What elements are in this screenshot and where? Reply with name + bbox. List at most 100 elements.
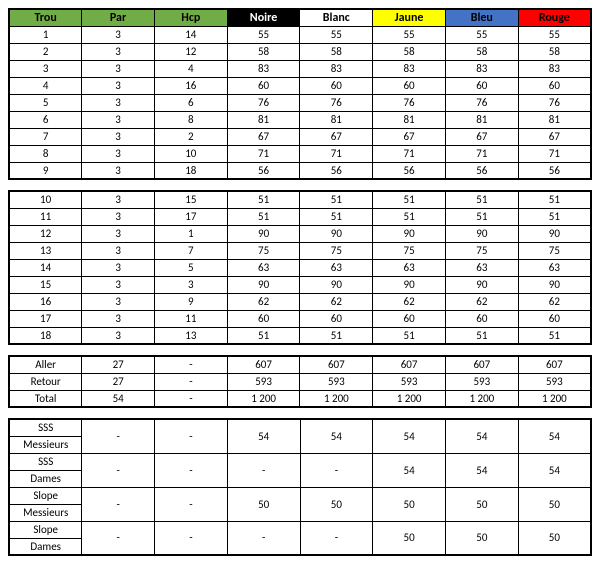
front-jaune: 81 xyxy=(373,111,446,128)
totals-jaune: 607 xyxy=(373,356,446,373)
rating-label-line2: Messieurs xyxy=(9,436,82,453)
back-par: 3 xyxy=(82,242,155,259)
front-blanc: 71 xyxy=(300,145,373,162)
back-rouge: 75 xyxy=(518,242,591,259)
back-hcp: 5 xyxy=(154,259,227,276)
totals-hcp: - xyxy=(155,373,228,390)
front-par: 3 xyxy=(82,60,155,77)
front-par: 3 xyxy=(82,26,155,43)
back-rouge: 60 xyxy=(518,310,591,327)
front-par: 3 xyxy=(82,77,155,94)
front-blanc: 58 xyxy=(300,43,373,60)
front-rouge: 76 xyxy=(518,94,591,111)
front-trou: 3 xyxy=(9,60,82,77)
front-jaune: 58 xyxy=(373,43,446,60)
back-jaune: 90 xyxy=(373,225,446,242)
front-jaune: 67 xyxy=(373,128,446,145)
rating-par: - xyxy=(82,487,155,521)
front-noire: 56 xyxy=(227,162,300,179)
totals-blanc: 1 200 xyxy=(300,390,373,407)
totals-row: Aller27-607607607607607 xyxy=(9,356,591,373)
back-hcp: 3 xyxy=(154,276,227,293)
totals-bleu: 607 xyxy=(445,356,518,373)
rating-hcp: - xyxy=(155,419,228,453)
back-bleu: 75 xyxy=(445,242,518,259)
back-jaune: 51 xyxy=(373,208,446,225)
back-blanc: 62 xyxy=(300,293,373,310)
rating-label-line1: SSS xyxy=(9,453,82,470)
front-rouge: 81 xyxy=(518,111,591,128)
rating-noire: 54 xyxy=(227,419,300,453)
front-hcp: 6 xyxy=(154,94,227,111)
front-hcp: 10 xyxy=(154,145,227,162)
front-jaune: 60 xyxy=(373,77,446,94)
front-par: 3 xyxy=(82,94,155,111)
back-bleu: 51 xyxy=(445,208,518,225)
front-bleu: 81 xyxy=(445,111,518,128)
front-blanc: 60 xyxy=(300,77,373,94)
ratings-table: SSS--5454545454MessieursSSS----545454Dam… xyxy=(8,418,592,556)
front-noire: 76 xyxy=(227,94,300,111)
rating-blanc: 50 xyxy=(300,487,373,521)
front-blanc: 83 xyxy=(300,60,373,77)
back-bleu: 60 xyxy=(445,310,518,327)
back-hcp: 11 xyxy=(154,310,227,327)
front-blanc: 76 xyxy=(300,94,373,111)
header-rouge: Rouge xyxy=(518,9,591,26)
back-row: 173116060606060 xyxy=(9,310,591,327)
rating-label-line2: Dames xyxy=(9,538,82,555)
back-rouge: 51 xyxy=(518,191,591,208)
totals-hcp: - xyxy=(155,356,228,373)
totals-par: 27 xyxy=(82,373,155,390)
back-bleu: 51 xyxy=(445,327,518,344)
front-row: 5367676767676 xyxy=(9,94,591,111)
back-blanc: 60 xyxy=(300,310,373,327)
front-row: 83107171717171 xyxy=(9,145,591,162)
back-noire: 90 xyxy=(227,225,300,242)
back-row: 13377575757575 xyxy=(9,242,591,259)
back-trou: 14 xyxy=(9,259,82,276)
front-bleu: 58 xyxy=(445,43,518,60)
back-noire: 63 xyxy=(227,259,300,276)
front-rouge: 83 xyxy=(518,60,591,77)
back-trou: 11 xyxy=(9,208,82,225)
rating-row: SSS----545454 xyxy=(9,453,591,470)
back-row: 15339090909090 xyxy=(9,276,591,293)
front-hcp: 8 xyxy=(154,111,227,128)
header-bleu: Bleu xyxy=(445,9,518,26)
back-rouge: 51 xyxy=(518,208,591,225)
front-bleu: 56 xyxy=(445,162,518,179)
back-noire: 51 xyxy=(227,208,300,225)
front-trou: 7 xyxy=(9,128,82,145)
front-rouge: 67 xyxy=(518,128,591,145)
back-bleu: 51 xyxy=(445,191,518,208)
back-jaune: 90 xyxy=(373,276,446,293)
totals-par: 54 xyxy=(82,390,155,407)
back-bleu: 90 xyxy=(445,225,518,242)
rating-bleu: 50 xyxy=(445,487,518,521)
front-jaune: 55 xyxy=(373,26,446,43)
back-noire: 62 xyxy=(227,293,300,310)
rating-jaune: 50 xyxy=(373,521,446,555)
back-bleu: 90 xyxy=(445,276,518,293)
front-noire: 67 xyxy=(227,128,300,145)
totals-hcp: - xyxy=(155,390,228,407)
front-hcp: 12 xyxy=(154,43,227,60)
totals-bleu: 593 xyxy=(445,373,518,390)
front-par: 3 xyxy=(82,111,155,128)
totals-rouge: 1 200 xyxy=(518,390,591,407)
front-noire: 81 xyxy=(227,111,300,128)
back-bleu: 63 xyxy=(445,259,518,276)
rating-rouge: 54 xyxy=(518,419,591,453)
back-blanc: 75 xyxy=(300,242,373,259)
header-blanc: Blanc xyxy=(300,9,373,26)
front-par: 3 xyxy=(82,145,155,162)
front-rouge: 71 xyxy=(518,145,591,162)
back-hcp: 15 xyxy=(154,191,227,208)
front-trou: 5 xyxy=(9,94,82,111)
back-blanc: 63 xyxy=(300,259,373,276)
back-jaune: 60 xyxy=(373,310,446,327)
back-bleu: 62 xyxy=(445,293,518,310)
rating-noire: - xyxy=(227,453,300,487)
back-par: 3 xyxy=(82,191,155,208)
